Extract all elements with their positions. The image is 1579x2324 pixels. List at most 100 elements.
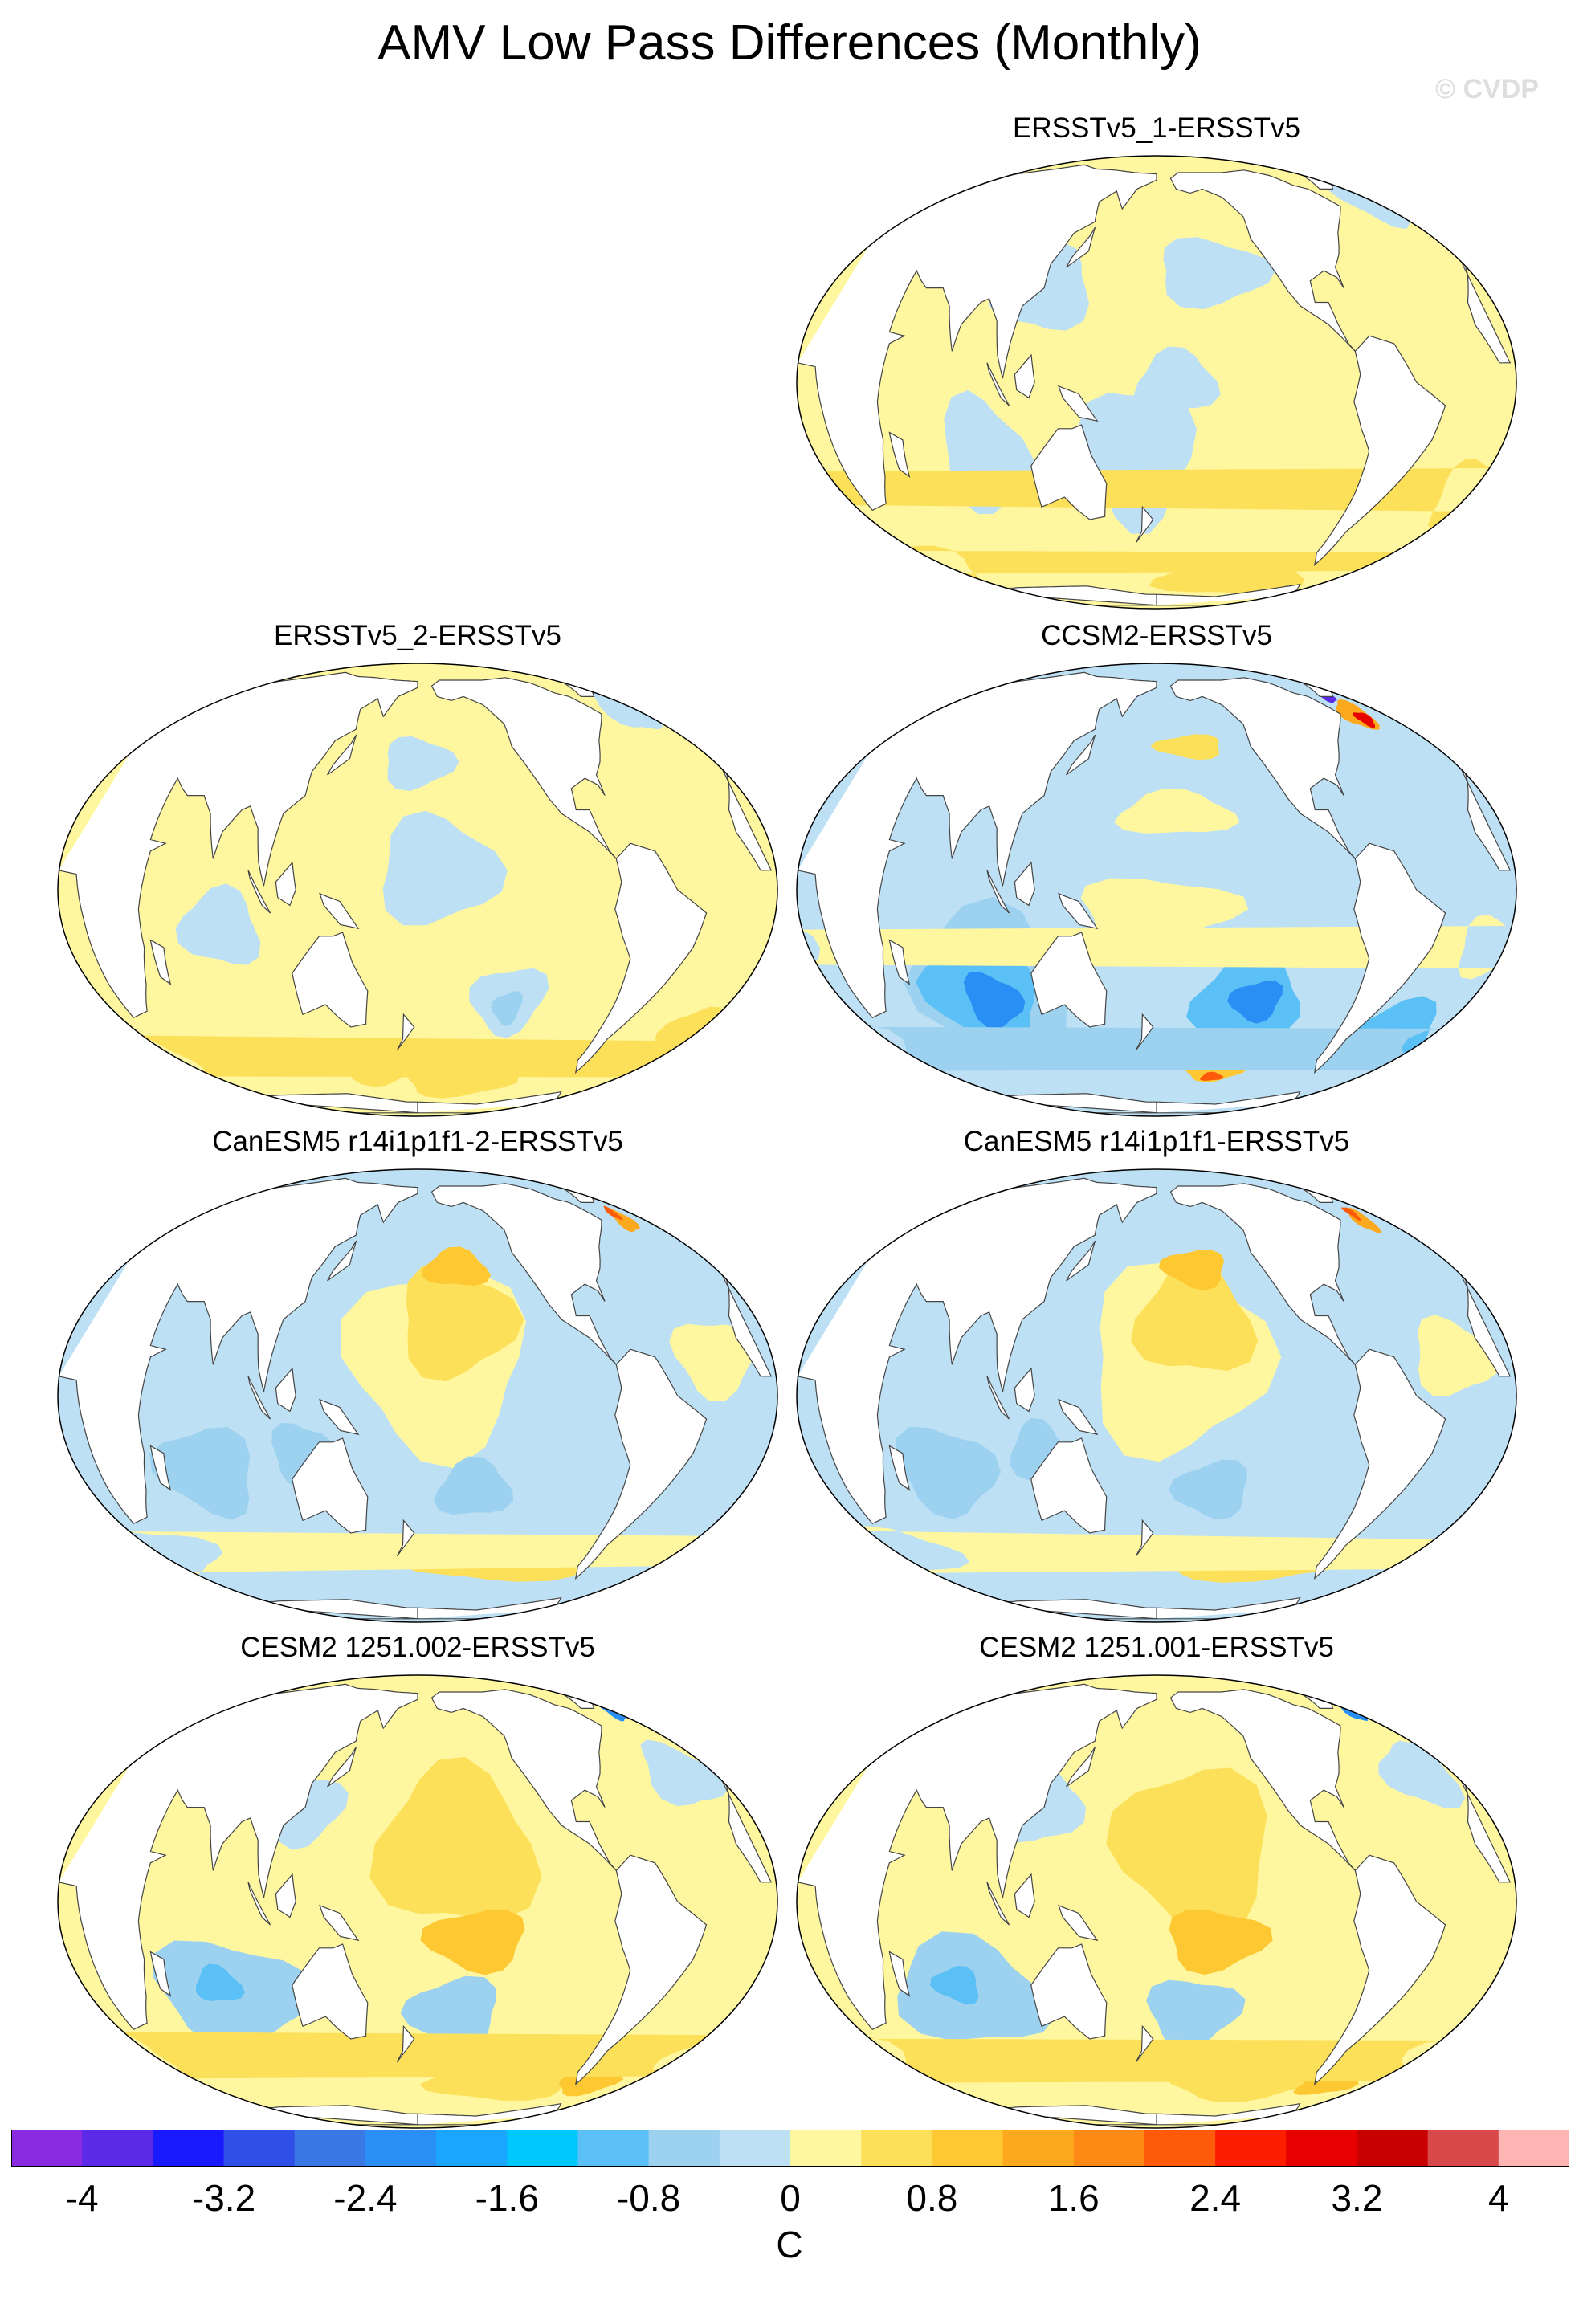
colorbar-swatch: [153, 2130, 225, 2167]
anomaly-contour: [847, 1526, 1450, 1573]
anomaly-contour: [369, 1756, 542, 1921]
coastline: [1135, 1519, 1154, 1557]
anomaly-contour: [559, 2073, 624, 2097]
coastline: [1169, 1183, 1356, 1365]
anomaly-contour: [406, 1265, 524, 1382]
coastline: [888, 939, 911, 985]
anomaly-contour: [1159, 1249, 1225, 1291]
coastline: [292, 1943, 369, 2040]
coastline: [149, 939, 172, 985]
coastline: [292, 1437, 369, 1534]
map-border: [57, 1674, 778, 2129]
panel-title: CanESM5 r14i1p1f1-ERSSTv5: [963, 1126, 1350, 1157]
world-map: [57, 663, 778, 1117]
anomaly-contour: [1080, 878, 1249, 944]
world-map: [796, 1168, 1517, 1623]
world-map: [57, 1168, 778, 1623]
coastline: [1014, 1873, 1035, 1918]
coastline: [574, 842, 708, 1074]
coastline: [1313, 1348, 1446, 1580]
anomaly-contour: [112, 2032, 721, 2080]
coastline: [888, 431, 911, 478]
coastline: [601, 1191, 620, 1196]
panel-title: CESM2 1251.002-ERSSTv5: [240, 1632, 595, 1663]
anomaly-contour: [491, 991, 523, 1026]
colorbar-swatch: [1357, 2130, 1429, 2167]
coastline: [1169, 677, 1356, 859]
coastline: [574, 1348, 708, 1580]
map-border: [57, 1168, 778, 1623]
anomaly-contour: [1200, 1071, 1224, 1081]
coastline: [1030, 424, 1108, 520]
anomaly-contour: [892, 545, 1424, 583]
coastline: [327, 734, 357, 776]
colorbar-tick-label: -3.2: [191, 2177, 256, 2219]
anomaly-contour: [420, 1910, 525, 1975]
map-panel: ERSSTv5_2-ERSSTv5: [48, 620, 787, 1134]
colorbar-swatch: [1427, 2130, 1499, 2167]
coastline: [1340, 685, 1359, 690]
coastline: [1058, 1398, 1099, 1436]
anomaly-contour: [1418, 1315, 1499, 1396]
colorbar-tick-label: 1.6: [1047, 2177, 1100, 2219]
colorbar-swatch: [1286, 2130, 1357, 2167]
coastline: [1135, 2024, 1154, 2063]
coastline: [1135, 505, 1154, 544]
coastline: [1066, 734, 1096, 776]
colorbar-tick-label: 4: [1488, 2177, 1509, 2219]
map-border: [57, 663, 778, 1117]
copyright-watermark: © CVDP: [1435, 74, 1539, 104]
colorbar-swatch: [648, 2130, 720, 2167]
figure-title: AMV Low Pass Differences (Monthly): [377, 15, 1202, 71]
colorbar-swatch: [1498, 2130, 1569, 2167]
coastline: [1058, 1904, 1099, 1942]
colorbar-frame: [11, 2130, 1569, 2167]
anomaly-contour: [1352, 712, 1376, 728]
coastline: [1014, 353, 1035, 399]
colorbar-tick-label: -4: [65, 2177, 99, 2219]
coastline: [319, 1398, 360, 1436]
colorbar-tick-label: -1.6: [475, 2177, 539, 2219]
anomaly-contour: [195, 1963, 245, 2001]
coastline: [319, 1904, 360, 1942]
coastline: [396, 2024, 415, 2063]
colorbar-swatch: [719, 2130, 791, 2167]
map-panel: ERSSTv5_1-ERSSTv5: [787, 112, 1526, 626]
anomaly-contour: [855, 2037, 1457, 2083]
map-border: [796, 1674, 1517, 2129]
coastline: [986, 362, 1010, 406]
coastline: [275, 1367, 296, 1413]
coastline: [601, 685, 620, 690]
world-map: [57, 1674, 778, 2129]
coastline: [1014, 861, 1035, 907]
anomaly-contour: [897, 1931, 1056, 2041]
coastline: [1030, 1943, 1108, 2040]
coastline: [1313, 842, 1446, 1074]
colorbar-swatch: [1002, 2130, 1075, 2167]
anomaly-contour: [1169, 1909, 1273, 1975]
colorbar-tick-label: 0.8: [906, 2177, 958, 2219]
coastline: [275, 1873, 296, 1918]
coastline: [1066, 1746, 1096, 1788]
coastline: [1058, 385, 1099, 422]
anomaly-contour: [400, 1975, 496, 2049]
coastline: [327, 1746, 357, 1788]
anomaly-contour: [421, 1246, 492, 1286]
colorbar-swatch: [436, 2130, 508, 2167]
colorbar-labels: -4 -3.2 -2.4 -1.6 -0.8 0 0.8 1.6 2.4 3.2 4: [0, 2176, 1579, 2224]
map-border: [796, 155, 1517, 610]
coastline: [601, 1697, 620, 1702]
anomaly-contour: [669, 1323, 755, 1401]
anomaly-contour: [433, 1456, 513, 1515]
map-border: [796, 1168, 1517, 1623]
coastline: [888, 1951, 911, 1997]
coastline: [319, 892, 360, 930]
anomaly-contour: [149, 1427, 251, 1520]
anomaly-contour: [1114, 789, 1240, 834]
anomaly-contour: [382, 810, 508, 926]
colorbar-swatch: [790, 2130, 862, 2167]
anomaly-contour: [1227, 981, 1283, 1024]
coastline: [292, 932, 369, 1028]
anomaly-contour: [1133, 346, 1221, 410]
world-map: [796, 155, 1517, 610]
